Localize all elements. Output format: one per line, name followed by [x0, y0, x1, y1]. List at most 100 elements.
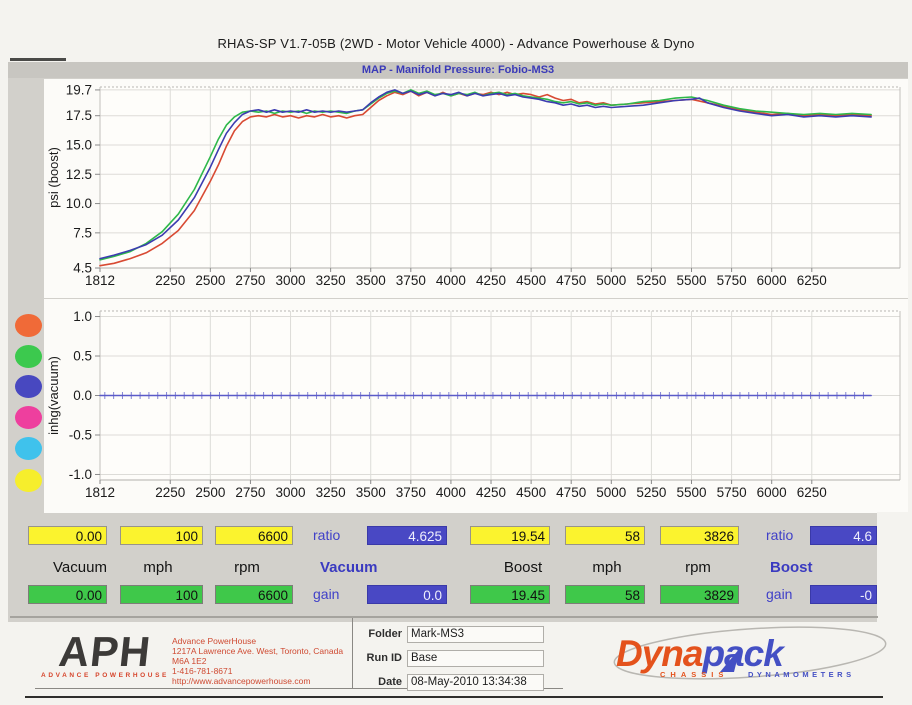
current-rpm-right: 3829 — [660, 585, 739, 604]
svg-text:5000: 5000 — [596, 485, 626, 500]
chart-header-bar: MAP - Manifold Pressure: Fobio-MS3 — [8, 62, 908, 78]
ratio-label-left: ratio — [313, 527, 341, 543]
chart-header-text: MAP - Manifold Pressure: Fobio-MS3 — [361, 64, 555, 76]
svg-text:4750: 4750 — [556, 485, 586, 500]
svg-text:3250: 3250 — [316, 273, 346, 288]
current-boost-value: 19.45 — [470, 585, 550, 604]
legend-dot-orange — [15, 314, 42, 337]
svg-text:1.0: 1.0 — [73, 309, 92, 324]
run-id-label: Run ID — [366, 652, 402, 664]
svg-text:-1.0: -1.0 — [69, 467, 92, 482]
col-label-mph-right: mph — [592, 559, 622, 576]
svg-text:5750: 5750 — [717, 273, 747, 288]
svg-text:19.7: 19.7 — [66, 82, 92, 97]
aph-address-line: 1217A Lawrence Ave. West, Toronto, Canad… — [172, 646, 344, 666]
svg-text:3250: 3250 — [316, 485, 346, 500]
svg-text:2250: 2250 — [155, 273, 185, 288]
footer-divider-line — [352, 618, 353, 688]
col-label-rpm-right: rpm — [685, 559, 711, 576]
svg-text:4750: 4750 — [556, 273, 586, 288]
svg-text:5250: 5250 — [636, 485, 666, 500]
dyno-app-area: MAP - Manifold Pressure: Fobio-MS3 1812 2… — [8, 62, 908, 622]
svg-text:5500: 5500 — [676, 273, 706, 288]
dynapack-swoosh-triangle — [720, 648, 740, 672]
col-label-rpm-left: rpm — [234, 559, 260, 576]
section-header-boost: Boost — [770, 559, 813, 576]
peak-rpm-left: 6600 — [215, 526, 293, 545]
svg-text:4500: 4500 — [516, 485, 546, 500]
footer-top-line — [10, 616, 878, 618]
svg-text:12.5: 12.5 — [66, 167, 92, 182]
current-mph-left: 100 — [120, 585, 203, 604]
footer-bottom-line — [35, 688, 563, 689]
svg-text:4.5: 4.5 — [73, 261, 92, 276]
col-label-mph-left: mph — [143, 559, 173, 576]
aph-address-line: 1-416-781-8671 — [172, 666, 233, 676]
legend-dot-magenta — [15, 406, 42, 429]
svg-text:psi (boost): psi (boost) — [46, 147, 61, 208]
date-label: Date — [378, 676, 402, 688]
svg-text:-0.5: -0.5 — [69, 427, 92, 442]
scan-page-edge — [877, 512, 908, 622]
svg-text:5750: 5750 — [717, 485, 747, 500]
current-mph-right: 58 — [565, 585, 645, 604]
gain-value-right: -0 — [810, 585, 877, 604]
svg-text:10.0: 10.0 — [66, 196, 92, 211]
svg-text:2500: 2500 — [195, 485, 225, 500]
gain-label-right: gain — [766, 586, 793, 602]
aph-address-line: http://www.advancepowerhouse.com — [172, 676, 311, 686]
svg-text:2750: 2750 — [235, 273, 265, 288]
svg-text:15.0: 15.0 — [66, 137, 92, 152]
svg-text:3000: 3000 — [276, 485, 306, 500]
svg-text:4000: 4000 — [436, 485, 466, 500]
svg-text:5250: 5250 — [636, 273, 666, 288]
col-label-boost: Boost — [503, 559, 543, 576]
run-id-field: Base — [407, 650, 544, 667]
svg-text:3750: 3750 — [396, 485, 426, 500]
svg-text:2500: 2500 — [195, 273, 225, 288]
svg-text:3000: 3000 — [276, 273, 306, 288]
gain-value-left: 0.0 — [367, 585, 447, 604]
legend-dot-green — [15, 345, 42, 368]
svg-text:3750: 3750 — [396, 273, 426, 288]
peak-mph-right: 58 — [565, 526, 645, 545]
svg-text:4000: 4000 — [436, 273, 466, 288]
legend-dot-cyan — [15, 437, 42, 460]
svg-text:17.5: 17.5 — [66, 108, 92, 123]
boost-chart-panel: 1812 2250 2500 2750 3000 3250 3500 3750 4000 4250… — [44, 79, 908, 298]
date-field: 08-May-2010 13:34:38 — [407, 674, 544, 691]
svg-text:2250: 2250 — [155, 485, 185, 500]
svg-text:CHASSIS: CHASSIS — [660, 670, 728, 679]
svg-text:4250: 4250 — [476, 273, 506, 288]
svg-text:7.5: 7.5 — [73, 225, 92, 240]
aph-logo: APH ADVANCE POWERHOUSE — [40, 628, 170, 679]
svg-text:6000: 6000 — [757, 485, 787, 500]
col-label-vacuum: Vacuum — [53, 559, 107, 576]
svg-text:0.5: 0.5 — [73, 349, 92, 364]
svg-text:4250: 4250 — [476, 485, 506, 500]
boost-chart: 1812 2250 2500 2750 3000 3250 3500 3750 4000 4250… — [46, 82, 901, 288]
svg-text:6250: 6250 — [797, 273, 827, 288]
svg-text:2750: 2750 — [235, 485, 265, 500]
peak-mph-left: 100 — [120, 526, 203, 545]
svg-text:3500: 3500 — [356, 485, 386, 500]
svg-text:Dynapack: Dynapack — [616, 633, 786, 674]
svg-text:5000: 5000 — [596, 273, 626, 288]
current-vacuum-value: 0.00 — [28, 585, 107, 604]
folder-field: Mark-MS3 — [407, 626, 544, 643]
aph-address-line: Advance PowerHouse — [172, 636, 257, 646]
folder-label: Folder — [368, 628, 402, 640]
svg-text:DYNAMOMETERS: DYNAMOMETERS — [748, 670, 855, 679]
svg-text:6250: 6250 — [797, 485, 827, 500]
current-rpm-left: 6600 — [215, 585, 293, 604]
scan-artifact-line — [10, 58, 66, 61]
svg-text:3500: 3500 — [356, 273, 386, 288]
vacuum-chart: 1812 2250 2500 2750 3000 3250 3500 3750 4000 4250… — [46, 309, 901, 500]
peak-rpm-right: 3826 — [660, 526, 739, 545]
aph-address-block: Advance PowerHouse 1217A Lawrence Ave. W… — [172, 636, 357, 686]
aph-logo-subtitle: ADVANCE POWERHOUSE — [41, 672, 169, 679]
svg-text:4500: 4500 — [516, 273, 546, 288]
aph-logo-letters: APH — [56, 628, 154, 675]
dynapack-swoosh-ellipse — [613, 626, 887, 680]
